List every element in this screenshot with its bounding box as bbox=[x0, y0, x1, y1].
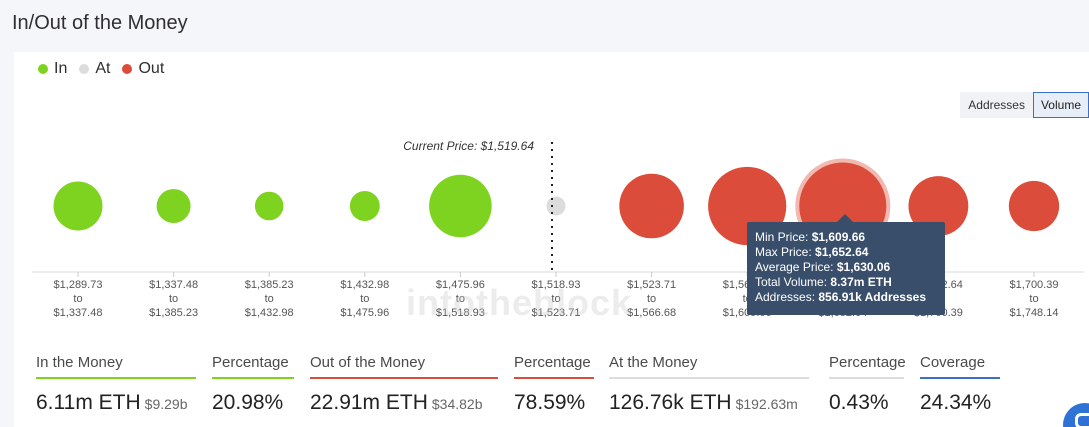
stat-sub-value: $192.63m bbox=[735, 396, 798, 412]
addresses-toggle-button[interactable]: Addresses bbox=[960, 92, 1033, 118]
bubble-out-10[interactable] bbox=[1008, 180, 1060, 232]
x-tick-label: $1,385.23 bbox=[245, 279, 294, 291]
tooltip-min-price: Min Price: $1,609.66 bbox=[755, 230, 866, 244]
volume-toggle-button[interactable]: Volume bbox=[1032, 92, 1089, 118]
x-tick-label: $1,289.73 bbox=[54, 279, 103, 291]
x-tick-label: $1,475.96 bbox=[436, 279, 485, 291]
legend-dot-in bbox=[38, 64, 48, 74]
legend-label-at: At bbox=[95, 60, 111, 77]
stat-5: Percentage 0.43% bbox=[829, 354, 906, 415]
stat-sub-value: $9.29b bbox=[144, 396, 188, 412]
stat-value: 24.34% bbox=[920, 391, 992, 414]
stat-value: 78.59% bbox=[514, 391, 586, 414]
legend-item-in[interactable]: In bbox=[38, 60, 67, 78]
tooltip-max-price: Max Price: $1,652.64 bbox=[755, 245, 869, 259]
bubble-in-1[interactable] bbox=[156, 189, 191, 223]
stat-label: Percentage bbox=[829, 354, 906, 379]
tooltip-total-volume: Total Volume: 8.37m ETH bbox=[755, 275, 892, 289]
stat-0: In the Money 6.11m ETH $9.29b bbox=[36, 354, 196, 415]
legend-label-in: In bbox=[54, 60, 68, 77]
chat-icon bbox=[1075, 413, 1089, 427]
legend-dot-at bbox=[79, 64, 90, 74]
x-tick-label: to bbox=[1029, 293, 1038, 305]
x-tick-label: $1,432.98 bbox=[340, 279, 389, 291]
stat-6: Coverage 24.34% bbox=[920, 354, 1000, 415]
x-tick-label: $1,518.93 bbox=[532, 279, 581, 291]
page-title: In/Out of the Money bbox=[12, 12, 188, 34]
bubble-in-3[interactable] bbox=[349, 191, 380, 221]
x-tick-label: $1,523.71 bbox=[627, 279, 676, 291]
x-tick-label: $1,337.48 bbox=[149, 279, 198, 291]
chart-card: In At Out Addresses Volume $1,289.73 to $1… bbox=[14, 52, 1089, 427]
stat-label: In the Money bbox=[36, 354, 196, 379]
x-tick-label: to bbox=[647, 293, 656, 305]
legend-label-out: Out bbox=[138, 60, 165, 77]
stat-value: 6.11m ETH $9.29b bbox=[36, 391, 188, 414]
bubble-in-2[interactable] bbox=[254, 191, 284, 221]
bubble-in-0[interactable] bbox=[53, 181, 103, 231]
stat-label: Out of the Money bbox=[310, 354, 498, 379]
x-tick-label: $1,518.93 bbox=[436, 307, 485, 319]
x-tick-label: $1,523.71 bbox=[532, 307, 581, 319]
current-price-label: Current Price: $1,519.64 bbox=[403, 139, 534, 153]
stat-value: 22.91m ETH $34.82b bbox=[310, 391, 483, 414]
bubble-tooltip: Min Price: $1,609.66 Max Price: $1,652.6… bbox=[747, 214, 945, 315]
bubble-in-4[interactable] bbox=[429, 174, 492, 238]
watermark-logo: intotheblock bbox=[406, 282, 632, 323]
x-tick-label: to bbox=[456, 293, 465, 305]
stat-label: At the Money bbox=[609, 354, 809, 379]
view-toggle: Addresses Volume bbox=[960, 92, 1089, 118]
stat-label: Percentage bbox=[212, 354, 294, 379]
x-tick-label: to bbox=[360, 293, 369, 305]
stat-sub-value: $34.82b bbox=[431, 396, 483, 412]
tooltip-average-price: Average Price: $1,630.06 bbox=[755, 260, 891, 274]
legend-item-out[interactable]: Out bbox=[122, 60, 164, 78]
stat-4: At the Money 126.76k ETH $192.63m bbox=[609, 354, 809, 415]
x-tick-label: to bbox=[73, 293, 82, 305]
tooltip-addresses: Addresses: 856.91k Addresses bbox=[755, 290, 927, 304]
stat-label: Percentage bbox=[514, 354, 594, 379]
x-tick-label: $1,566.68 bbox=[627, 307, 676, 319]
x-tick-label: $1,337.48 bbox=[54, 307, 103, 319]
legend: In At Out bbox=[38, 60, 176, 78]
bubble-out-9[interactable] bbox=[908, 176, 969, 236]
stat-1: Percentage 20.98% bbox=[212, 354, 294, 415]
x-tick-label: $1,432.98 bbox=[245, 307, 294, 319]
summary-stats: In the Money 6.11m ETH $9.29b Percentage 20.… bbox=[36, 354, 1089, 427]
x-tick-label: to bbox=[551, 293, 560, 305]
bubble-out-6[interactable] bbox=[619, 173, 684, 239]
stat-value: 0.43% bbox=[829, 391, 889, 414]
legend-item-at[interactable]: At bbox=[79, 60, 110, 78]
stat-value: 126.76k ETH $192.63m bbox=[609, 391, 798, 414]
stat-value: 20.98% bbox=[212, 391, 284, 414]
x-tick-label: to bbox=[265, 293, 274, 305]
x-tick-label: $1,475.96 bbox=[340, 307, 389, 319]
x-tick-label: $1,748.14 bbox=[1010, 307, 1059, 319]
x-tick-label: $1,700.39 bbox=[1010, 279, 1059, 291]
bubble-at-5[interactable] bbox=[546, 196, 566, 216]
stat-3: Percentage 78.59% bbox=[514, 354, 594, 415]
legend-dot-out bbox=[122, 64, 133, 74]
stat-label: Coverage bbox=[920, 354, 1000, 379]
x-tick-label: $1,385.23 bbox=[149, 307, 198, 319]
stat-2: Out of the Money 22.91m ETH $34.82b bbox=[310, 354, 498, 415]
x-tick-label: to bbox=[169, 293, 178, 305]
